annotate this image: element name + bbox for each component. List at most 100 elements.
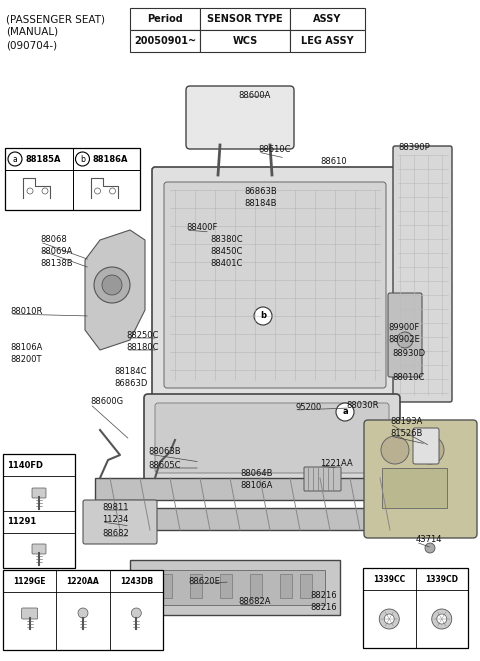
Text: 88400F: 88400F	[186, 223, 217, 233]
Text: 88600G: 88600G	[90, 397, 123, 407]
Bar	[95, 508, 395, 530]
Text: (090704-): (090704-)	[6, 40, 57, 50]
Text: b: b	[80, 155, 85, 163]
Text: SENSOR TYPE: SENSOR TYPE	[207, 14, 283, 24]
FancyBboxPatch shape	[22, 608, 37, 619]
Circle shape	[78, 608, 88, 618]
FancyBboxPatch shape	[83, 500, 157, 544]
Text: 89900F: 89900F	[388, 323, 419, 332]
Circle shape	[42, 188, 48, 194]
Text: 1220AA: 1220AA	[67, 576, 99, 586]
Text: 88610C: 88610C	[258, 145, 290, 155]
Text: 89811: 89811	[102, 504, 129, 512]
Text: 88682A: 88682A	[238, 598, 271, 607]
Text: 20050901~: 20050901~	[134, 36, 196, 46]
Text: 88185A: 88185A	[25, 155, 60, 163]
Bar	[382, 468, 447, 508]
Text: 88063B: 88063B	[148, 447, 180, 457]
Bar	[5, 85, 475, 645]
Bar	[3, 570, 163, 650]
Text: 88216: 88216	[310, 603, 336, 613]
Bar	[220, 574, 232, 598]
FancyBboxPatch shape	[364, 420, 477, 538]
Bar	[290, 30, 365, 52]
Circle shape	[254, 307, 272, 325]
Text: 1243DB: 1243DB	[120, 576, 153, 586]
Text: 88390P: 88390P	[398, 143, 430, 153]
Text: 88064B: 88064B	[240, 469, 273, 479]
Text: (MANUAL): (MANUAL)	[6, 27, 58, 37]
Text: 88010C: 88010C	[392, 373, 424, 383]
Text: 88180C: 88180C	[126, 344, 158, 352]
Bar	[160, 574, 172, 598]
Text: 88600A: 88600A	[238, 91, 270, 100]
Text: WCS: WCS	[232, 36, 258, 46]
Text: 86863D: 86863D	[114, 379, 147, 389]
Bar	[250, 574, 262, 598]
Bar	[5, 148, 140, 210]
Text: 1339CC: 1339CC	[373, 574, 406, 584]
FancyBboxPatch shape	[413, 428, 439, 464]
Text: 11234: 11234	[102, 516, 128, 524]
Text: 1339CD: 1339CD	[425, 574, 458, 584]
Circle shape	[132, 608, 141, 618]
Circle shape	[102, 275, 122, 295]
Text: 11291: 11291	[7, 518, 36, 527]
Circle shape	[397, 332, 413, 348]
Text: b: b	[260, 311, 266, 321]
Circle shape	[27, 188, 33, 194]
Text: 86863B: 86863B	[244, 188, 277, 196]
Text: (PASSENGER SEAT): (PASSENGER SEAT)	[6, 14, 105, 24]
FancyBboxPatch shape	[393, 146, 452, 402]
Bar	[200, 30, 290, 52]
Circle shape	[379, 609, 399, 629]
Bar	[300, 574, 312, 598]
FancyBboxPatch shape	[155, 403, 389, 473]
Text: 88902E: 88902E	[388, 336, 420, 344]
Text: 88450C: 88450C	[210, 247, 242, 256]
Bar	[190, 574, 202, 598]
Text: 88184C: 88184C	[114, 368, 146, 377]
Circle shape	[75, 152, 89, 166]
Polygon shape	[85, 230, 145, 350]
Text: a: a	[342, 407, 348, 416]
Text: 88216: 88216	[310, 592, 336, 600]
Bar	[145, 570, 325, 605]
FancyBboxPatch shape	[32, 488, 46, 498]
FancyBboxPatch shape	[186, 86, 294, 149]
Circle shape	[109, 188, 116, 194]
Circle shape	[336, 403, 354, 421]
Text: 43714: 43714	[416, 535, 443, 545]
Text: 88193A: 88193A	[390, 418, 422, 426]
Text: ASSY: ASSY	[313, 14, 342, 24]
FancyBboxPatch shape	[164, 182, 386, 388]
Text: 88401C: 88401C	[210, 260, 242, 268]
Text: 95200: 95200	[296, 403, 322, 412]
FancyBboxPatch shape	[388, 293, 422, 377]
Text: 88610: 88610	[320, 157, 347, 167]
Circle shape	[437, 614, 447, 624]
Bar	[280, 574, 292, 598]
Text: 88930D: 88930D	[392, 350, 425, 358]
Bar	[3, 454, 75, 568]
Text: 88068: 88068	[40, 235, 67, 245]
Text: 88184B: 88184B	[244, 200, 276, 208]
Text: 81526B: 81526B	[390, 430, 422, 438]
Text: 88138B: 88138B	[40, 260, 72, 268]
Text: 88106A: 88106A	[10, 344, 42, 352]
FancyBboxPatch shape	[152, 167, 398, 403]
Text: 88250C: 88250C	[126, 332, 158, 340]
Circle shape	[384, 614, 394, 624]
Bar	[200, 8, 290, 30]
Text: 1221AA: 1221AA	[320, 459, 353, 469]
Bar	[290, 8, 365, 30]
Text: 88010R: 88010R	[10, 307, 42, 317]
Text: 1129GE: 1129GE	[13, 576, 46, 586]
Circle shape	[425, 543, 435, 553]
Text: 88605C: 88605C	[148, 461, 180, 471]
Bar	[130, 30, 200, 52]
FancyBboxPatch shape	[144, 394, 400, 482]
Text: 88620E: 88620E	[188, 578, 220, 586]
Bar	[363, 568, 468, 648]
Circle shape	[94, 267, 130, 303]
